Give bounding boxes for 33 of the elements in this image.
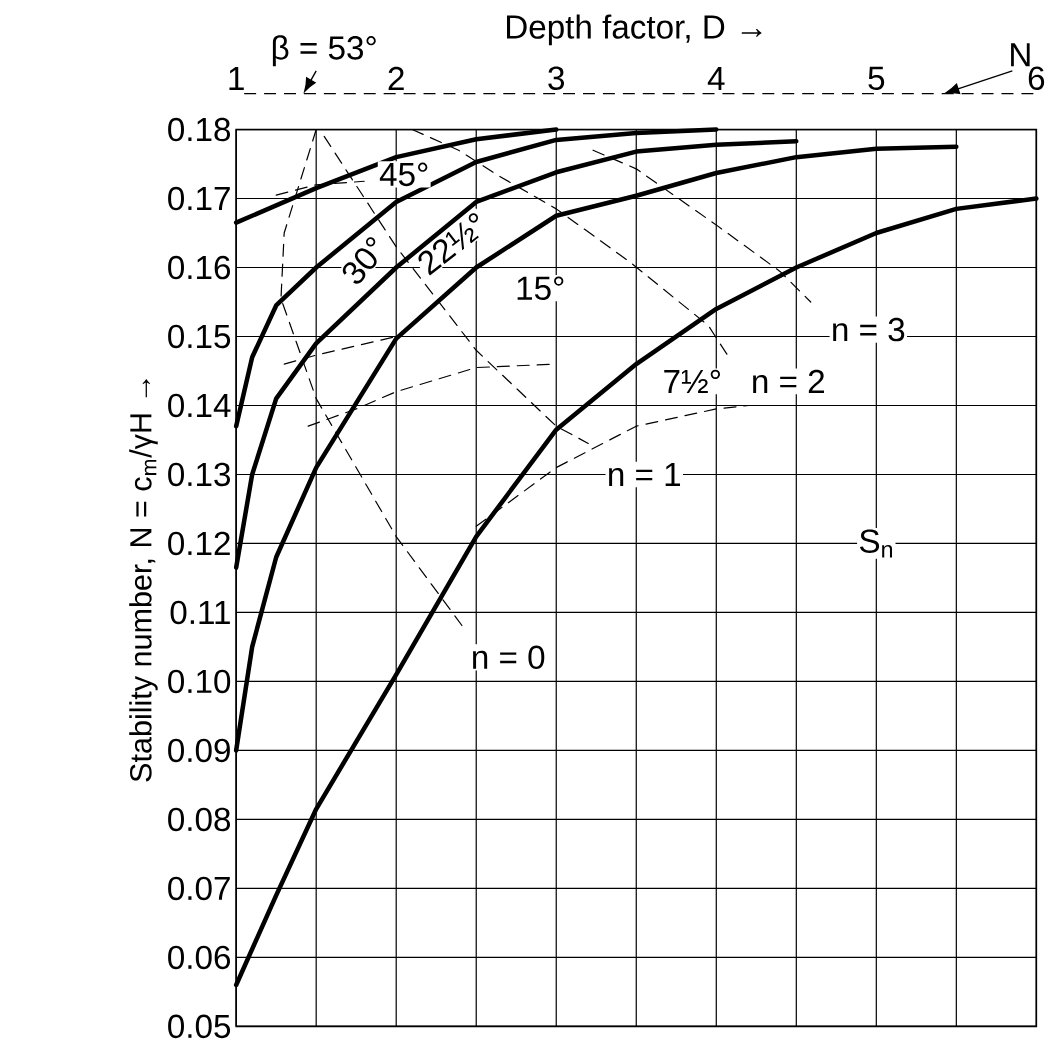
y-axis-title: Stability number, N = c$_{m}$/γH → xyxy=(129,379,158,782)
y-tick-label: 0.11 xyxy=(170,600,230,625)
y-tick-label: 0.14 xyxy=(168,393,231,418)
y-tick-label: 0.06 xyxy=(168,945,230,969)
x-tick-label: 6 xyxy=(1028,66,1045,90)
text: N xyxy=(1011,43,1030,67)
y-tick-label: 0.08 xyxy=(168,807,231,832)
y-tick-label: 0.07 xyxy=(168,876,230,901)
x-axis-title: Depth factor, D → xyxy=(506,14,762,46)
text: β = 53° xyxy=(272,35,376,67)
x-tick-label: 5 xyxy=(868,66,885,90)
y-tick-label: 0.15 xyxy=(168,324,231,349)
x-tick-label: 3 xyxy=(548,66,565,90)
x-tick-label: 1 xyxy=(229,66,244,90)
y-tick-label: 0.12 xyxy=(168,531,230,556)
y-tick-label: 0.09 xyxy=(168,738,230,763)
annotation: S$_{n}$ xyxy=(859,529,893,558)
y-tick-label: 0.10 xyxy=(168,669,231,694)
annotation: 7½° xyxy=(664,369,720,393)
annotation: n = 2 xyxy=(753,369,824,393)
y-tick-label: 0.05 xyxy=(168,1014,231,1038)
y-tick-label: 0.18 xyxy=(168,117,231,142)
annotation: n = 3 xyxy=(833,317,905,342)
annotation: 45° xyxy=(379,162,428,186)
x-tick-label: 4 xyxy=(707,66,725,90)
annotation: n = 0 xyxy=(473,645,545,669)
y-tick-label: 0.17 xyxy=(168,186,230,211)
annotation: 30° xyxy=(342,237,377,284)
y-tick-label: 0.13 xyxy=(168,462,230,487)
annotation: n = 1 xyxy=(609,462,681,486)
annotation: 15° xyxy=(517,276,564,300)
y-tick-label: 0.16 xyxy=(168,255,230,280)
x-tick-label: 2 xyxy=(388,66,404,90)
